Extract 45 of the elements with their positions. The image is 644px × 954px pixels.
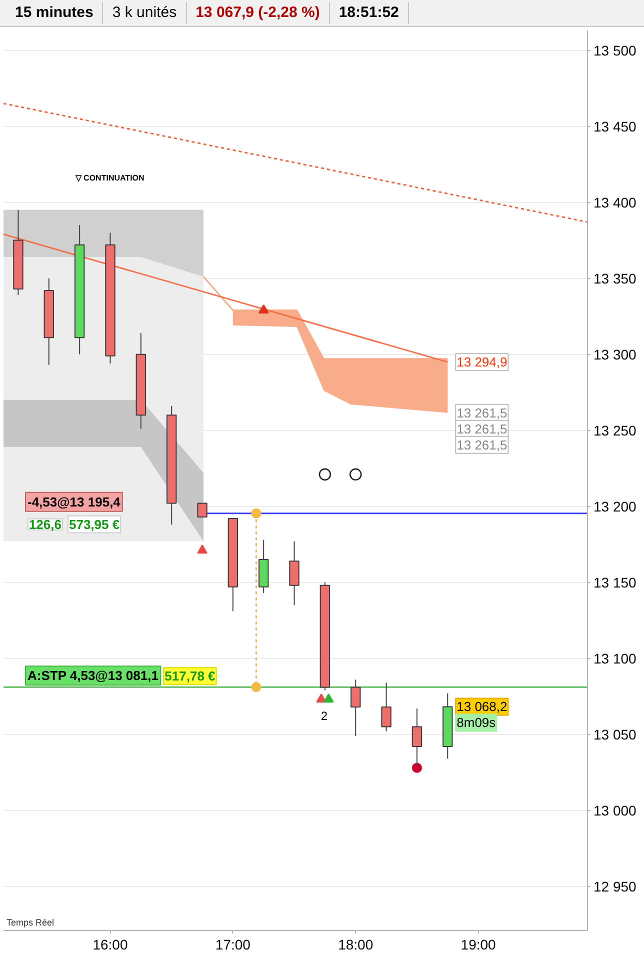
text: 13 067,9 (-2,28 %)	[186, 2, 330, 24]
y-tick-label: 13 200	[594, 498, 637, 514]
y-tick-label: 13 250	[594, 422, 637, 438]
y-tick-label: 13 500	[594, 42, 637, 58]
point	[258, 304, 269, 314]
y-tick-label: 13 450	[594, 118, 637, 134]
candlestick	[197, 502, 208, 518]
y-tick-label: 13 400	[594, 194, 637, 210]
y-tick-label: 13 150	[594, 574, 637, 590]
y-tick-label: 12 950	[594, 878, 637, 894]
y-tick-label: 13 100	[594, 650, 637, 666]
annotation: 13 261,5	[456, 405, 508, 420]
y-tick-label: 13 000	[594, 802, 637, 818]
annotation: 517,78 €	[164, 668, 216, 684]
annotation: 2	[320, 708, 328, 723]
point	[412, 762, 422, 773]
annotation: 13 068,2	[456, 699, 508, 714]
annotation: 8m09s	[456, 715, 496, 730]
annotation: 13 294,9	[456, 354, 508, 370]
x-tick-label: 17:00	[215, 936, 251, 952]
point	[251, 508, 262, 518]
x-tick-label: 19:00	[460, 936, 496, 952]
text: 15 minutes	[6, 2, 104, 24]
y-tick-label: 13 050	[594, 726, 637, 742]
annotation: 13 261,5	[456, 421, 508, 436]
candlestick	[350, 679, 361, 736]
ref-line-label: A:STP 4,53@13 081,1	[28, 668, 158, 684]
point	[251, 682, 262, 692]
annotation: Temps Réel	[6, 918, 54, 928]
point	[318, 468, 332, 481]
ref-line-label: -4,53@13 195,4	[28, 494, 122, 510]
y-tick-label: 13 350	[594, 270, 637, 286]
candlestick	[381, 682, 392, 732]
annotation: ▽ CONTINUATION	[74, 174, 145, 183]
point	[349, 468, 362, 481]
point	[197, 544, 208, 554]
y-tick-label: 13 300	[594, 346, 637, 362]
text: 3 k unités	[103, 2, 187, 24]
point	[323, 694, 334, 703]
annotation: 573,95 €	[68, 516, 120, 532]
x-tick-label: 16:00	[92, 936, 128, 952]
annotation: 126,6	[28, 516, 62, 532]
text: 18:51:52	[330, 2, 409, 24]
x-tick-label: 18:00	[338, 936, 374, 952]
annotation: 13 261,5	[456, 437, 508, 452]
